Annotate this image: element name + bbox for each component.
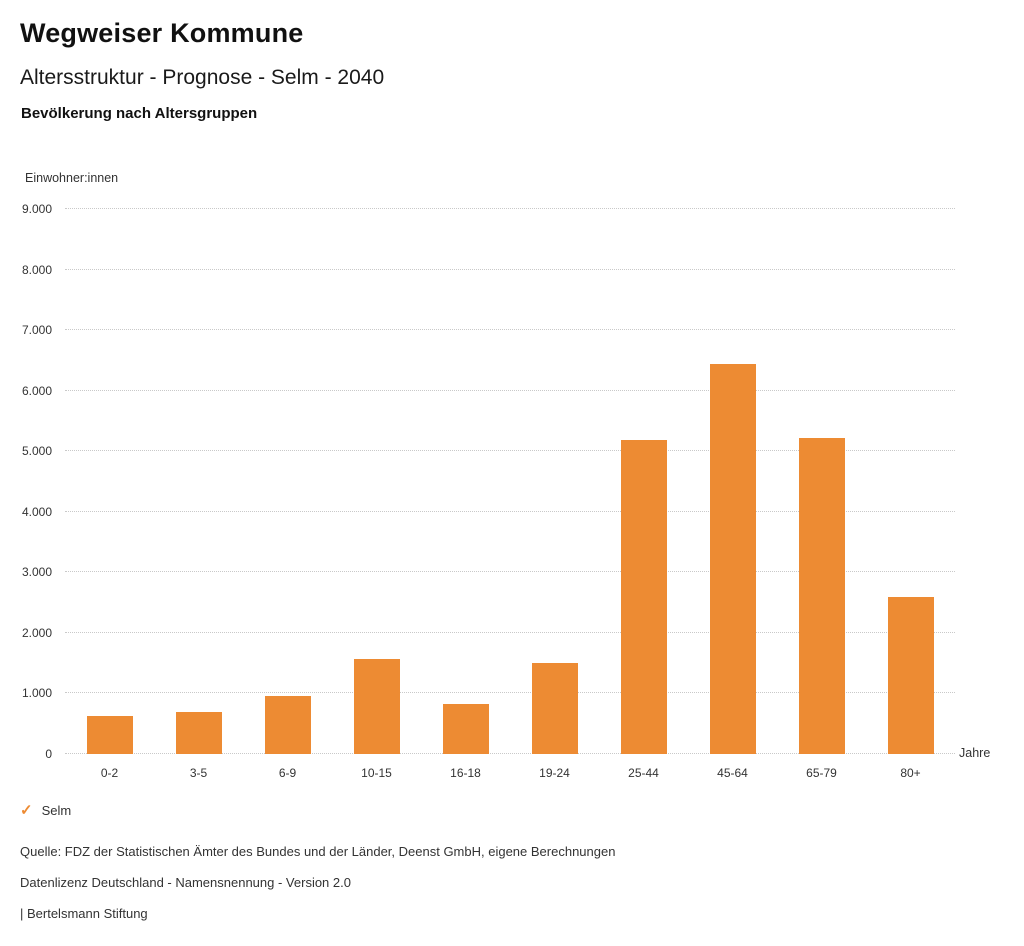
bars-row <box>65 209 955 754</box>
bar-slot <box>866 209 955 754</box>
y-tick-label: 5.000 <box>21 444 52 459</box>
x-tick-label: 10-15 <box>361 766 392 780</box>
bar-80+[interactable] <box>887 597 934 754</box>
page-title: Wegweiser Kommune <box>20 18 304 48</box>
bar-6-9[interactable] <box>264 695 311 754</box>
y-tick-label: 1.000 <box>21 686 52 701</box>
bar-slot <box>243 209 332 754</box>
license-text: Datenlizenz Deutschland - Namensnennung … <box>20 875 351 890</box>
bar-10-15[interactable] <box>353 658 400 754</box>
y-tick-label: 6.000 <box>21 383 52 398</box>
bar-slot <box>421 209 510 754</box>
bar-slot <box>599 209 688 754</box>
x-tick-label: 45-64 <box>717 766 748 780</box>
gridline <box>65 268 955 270</box>
bar-65-79[interactable] <box>798 437 845 754</box>
y-tick-label: 0 <box>45 747 52 761</box>
x-tick-label: 19-24 <box>539 766 570 780</box>
bar-45-64[interactable] <box>709 364 756 754</box>
gridline <box>65 329 955 331</box>
bar-0-2[interactable] <box>86 715 133 754</box>
x-tick-label: 6-9 <box>278 766 297 780</box>
bar-19-24[interactable] <box>531 663 578 754</box>
x-tick-label: 0-2 <box>100 766 119 780</box>
x-tick-label: 80+ <box>900 766 921 780</box>
y-tick-label: 9.000 <box>21 202 52 216</box>
plot-area <box>65 208 955 754</box>
x-tick-label: 16-18 <box>450 766 481 780</box>
bar-slot <box>510 209 599 754</box>
bar-slot <box>777 209 866 754</box>
x-axis-title: Jahre <box>959 746 991 760</box>
chart-heading: Bevölkerung nach Altersgruppen <box>21 105 258 122</box>
bar-slot <box>688 209 777 754</box>
y-tick-label: 2.000 <box>21 625 52 640</box>
y-tick-label: 8.000 <box>21 262 52 277</box>
x-axis-ticks: 0-2 3-5 6-9 10-15 16-18 19-24 25-44 45-64 65-79 8… <box>65 766 955 780</box>
y-tick-label: 3.000 <box>21 565 52 580</box>
gridline <box>65 571 955 573</box>
legend-item-selm[interactable]: ✓ Selm <box>20 803 71 818</box>
gridline <box>65 692 955 694</box>
bar-25-44[interactable] <box>620 440 667 754</box>
check-icon: ✓ <box>20 802 33 819</box>
bar-16-18[interactable] <box>442 703 489 754</box>
x-tick-label: 3-5 <box>189 766 208 780</box>
legend-label: Selm <box>41 803 72 818</box>
source-text: Quelle: FDZ der Statistischen Ämter des … <box>20 844 616 859</box>
gridline <box>65 510 955 512</box>
gridline <box>65 450 955 452</box>
y-tick-label: 7.000 <box>21 323 52 338</box>
bar-slot <box>332 209 421 754</box>
y-tick-label: 4.000 <box>21 504 52 519</box>
bar-3-5[interactable] <box>175 712 222 754</box>
y-axis-ticks: 0 1.000 2.000 3.000 4.000 5.000 6.000 7.000 8.00… <box>0 202 58 761</box>
gridline <box>65 631 955 633</box>
bar-slot <box>65 209 154 754</box>
gridline <box>65 753 955 754</box>
gridline <box>65 208 955 209</box>
x-tick-label: 25-44 <box>628 766 659 780</box>
y-axis-title: Einwohner:innen <box>25 171 119 185</box>
page-subtitle: Altersstruktur - Prognose - Selm - 2040 <box>20 66 385 89</box>
bar-slot <box>154 209 243 754</box>
attribution-text: | Bertelsmann Stiftung <box>20 906 148 921</box>
gridline <box>65 389 955 391</box>
x-tick-label: 65-79 <box>806 766 837 780</box>
